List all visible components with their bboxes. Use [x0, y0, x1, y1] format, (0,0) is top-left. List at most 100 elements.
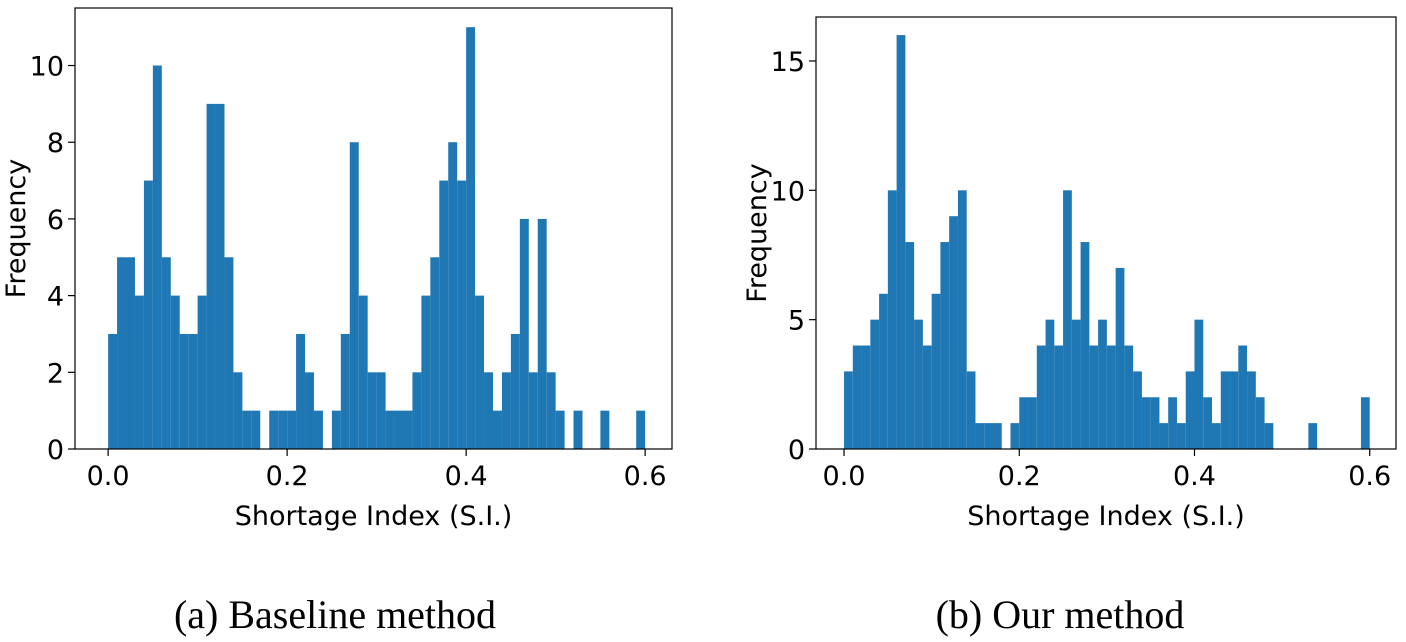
bar — [1159, 423, 1169, 449]
bar — [403, 410, 413, 449]
bar — [1054, 345, 1064, 449]
y-tick-label: 5 — [788, 306, 805, 337]
x-tick-label: 0.4 — [445, 461, 488, 492]
bar — [1080, 242, 1090, 449]
x-tick-label: 0.4 — [1173, 461, 1216, 492]
bar — [1238, 345, 1248, 449]
bar — [233, 372, 243, 449]
bar — [152, 65, 162, 450]
bar — [466, 27, 476, 449]
bar — [430, 257, 440, 449]
y-tick-label: 10 — [771, 176, 805, 207]
y-tick-label: 8 — [47, 128, 64, 159]
bar — [251, 410, 261, 449]
bar — [573, 410, 583, 449]
bar — [358, 295, 368, 449]
bar — [439, 180, 449, 449]
bar — [457, 180, 467, 449]
bar — [492, 410, 502, 449]
histogram-panel: 0.0 0.2 0.4 0.6 0 5 10 15 Shortage Index (S.I.) F… — [742, 16, 1397, 637]
bar — [501, 372, 511, 449]
bar — [887, 190, 897, 449]
bar — [1168, 397, 1177, 449]
bar — [287, 410, 297, 449]
bar — [922, 345, 932, 449]
bar — [1115, 267, 1125, 449]
bar — [313, 410, 323, 449]
x-tick-label: 0.2 — [998, 461, 1041, 492]
x-tick-label: 0.0 — [823, 461, 866, 492]
bar — [448, 142, 458, 449]
bar — [1063, 190, 1072, 449]
bar — [394, 410, 404, 449]
bar — [1176, 423, 1186, 449]
bar — [1045, 319, 1055, 449]
bar — [331, 410, 341, 449]
bar — [296, 333, 306, 449]
x-axis-label: Shortage Index (S.I.) — [967, 501, 1245, 532]
bar — [519, 218, 529, 449]
bar — [134, 295, 144, 449]
bar — [108, 333, 118, 449]
bar — [179, 333, 189, 449]
bar — [1229, 371, 1239, 449]
bar — [143, 180, 153, 449]
bar — [870, 319, 880, 449]
y-tick-label: 0 — [47, 435, 64, 466]
bar — [197, 295, 207, 449]
bar — [1212, 423, 1221, 449]
bar — [475, 295, 485, 449]
x-axis-label: Shortage Index (S.I.) — [235, 501, 513, 532]
bar — [224, 257, 234, 449]
bar — [1308, 423, 1318, 449]
bar — [1089, 345, 1099, 449]
bar — [1194, 319, 1204, 449]
bar — [992, 423, 1002, 449]
bar — [349, 142, 359, 449]
y-tick-label: 6 — [47, 205, 64, 236]
bar — [975, 423, 985, 449]
bar — [914, 319, 923, 449]
bar — [852, 345, 862, 449]
bar — [117, 257, 127, 449]
bar — [896, 35, 906, 449]
bar — [376, 372, 386, 449]
caption: (a) Baseline method — [174, 592, 496, 637]
x-tick-label: 0.6 — [1348, 461, 1391, 492]
bar — [844, 371, 853, 449]
bar — [1255, 397, 1265, 449]
y-tick-label: 15 — [771, 47, 805, 78]
y-tick-label: 10 — [30, 52, 64, 83]
bar — [636, 410, 646, 449]
y-axis-label: Frequency — [742, 163, 773, 303]
x-tick-label: 0.2 — [266, 461, 309, 492]
bar — [537, 218, 547, 449]
bar — [421, 295, 431, 449]
x-tick-label: 0.6 — [624, 461, 667, 492]
bar — [215, 103, 225, 449]
bar — [1185, 371, 1195, 449]
bar — [879, 293, 888, 449]
bar — [412, 372, 422, 449]
bar — [555, 410, 565, 449]
bar — [984, 423, 993, 449]
bar — [905, 242, 915, 449]
bar — [1028, 397, 1037, 449]
bar — [510, 333, 520, 449]
bar — [1019, 397, 1029, 449]
bar — [206, 103, 216, 449]
bar — [1098, 319, 1107, 449]
bar — [269, 410, 279, 449]
bar — [1247, 371, 1256, 449]
bar — [1220, 371, 1230, 449]
bar — [1133, 371, 1142, 449]
bar — [528, 372, 538, 449]
bar — [1360, 397, 1370, 449]
bar — [188, 333, 198, 449]
plot-frame — [815, 16, 1397, 450]
x-tick-label: 0.0 — [87, 461, 130, 492]
bar — [1106, 345, 1116, 449]
bar — [931, 293, 941, 449]
histogram-panel: 0.0 0.2 0.4 0.6 0 2 4 6 8 10 Shortage Index (S.I.)… — [1, 7, 673, 637]
